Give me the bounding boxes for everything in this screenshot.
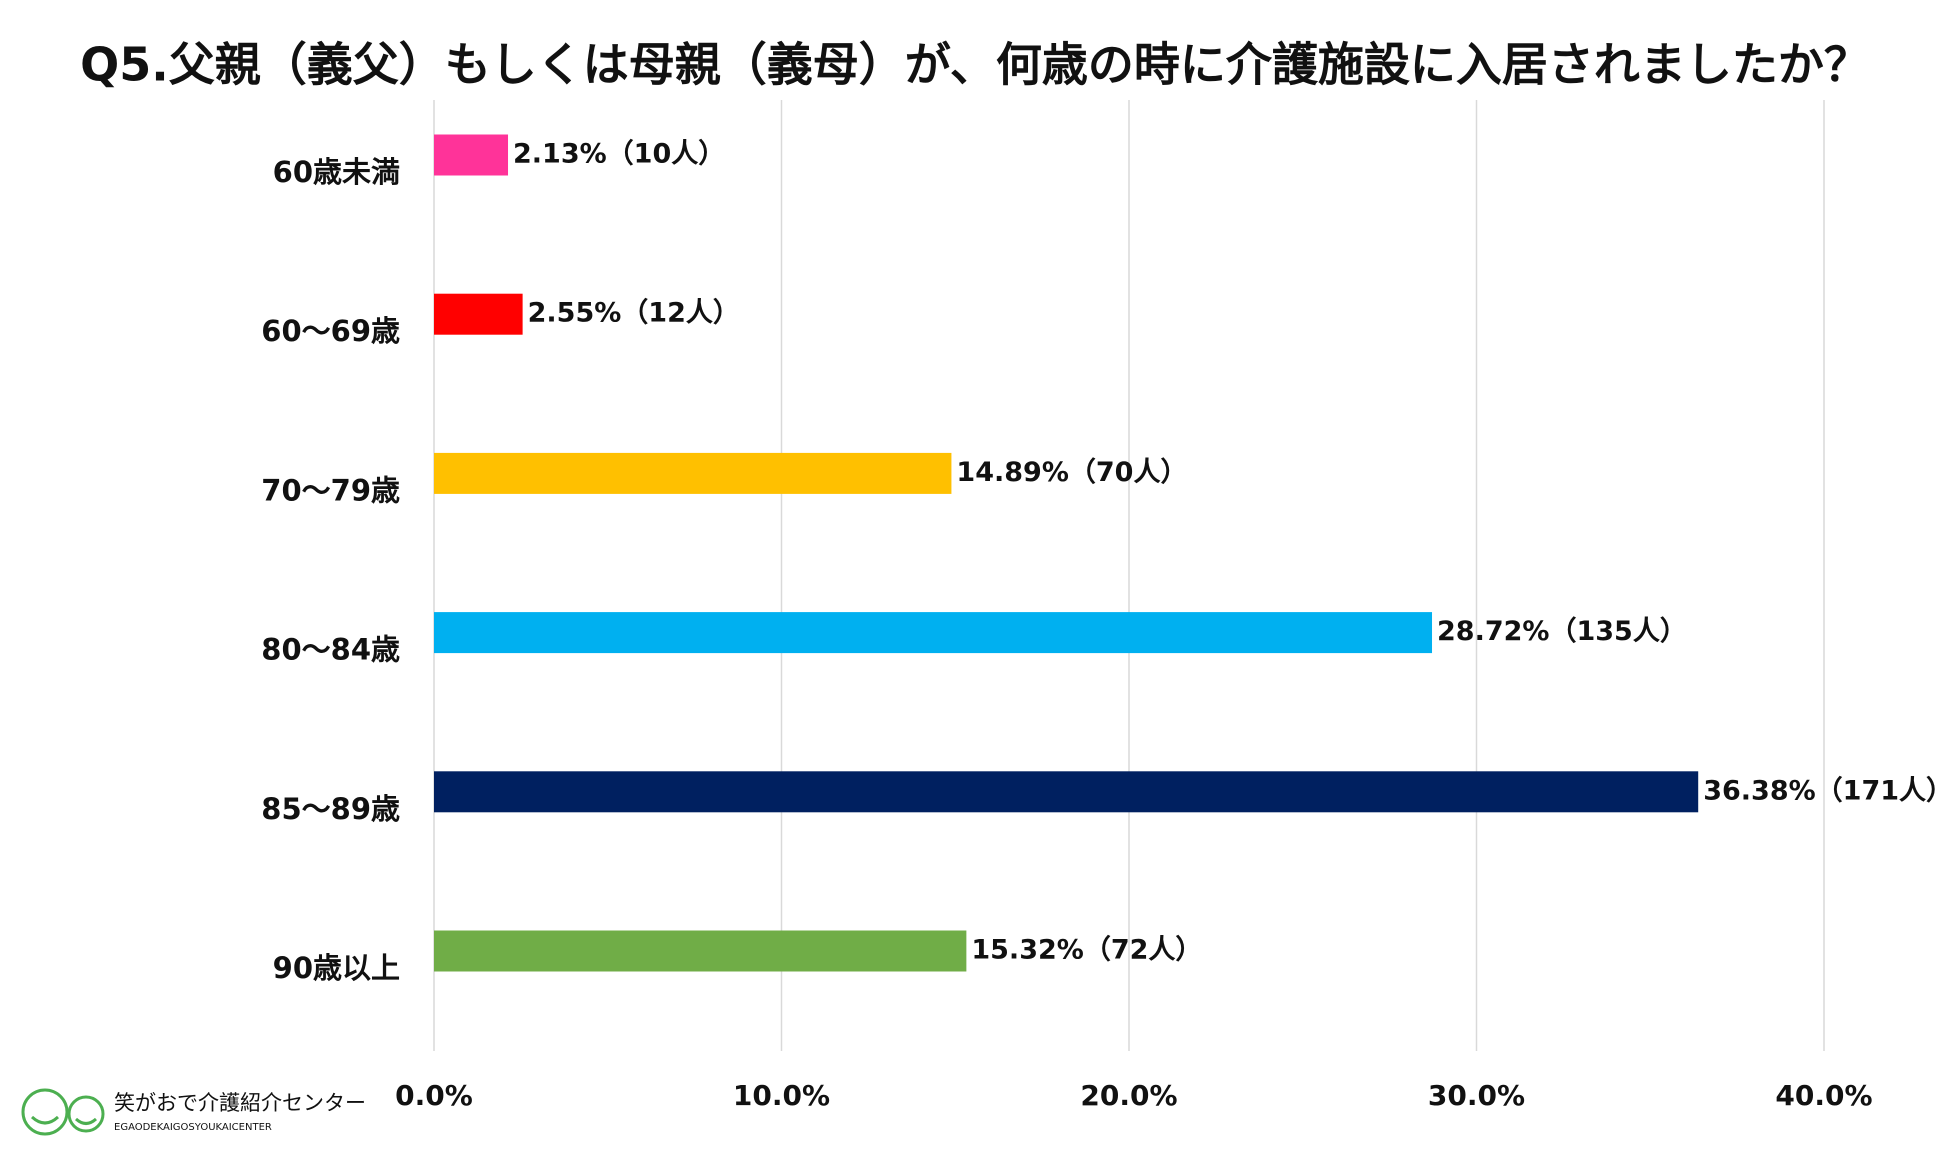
logo-face (67, 1095, 105, 1133)
bar (434, 771, 1699, 813)
logo-smile (30, 1115, 98, 1125)
y-tick-label: 90歳以上 (273, 951, 400, 985)
value-label: 2.13%（10人） (513, 139, 725, 170)
x-tick-label: 0.0% (395, 1079, 473, 1112)
y-tick-label: 70〜79歳 (261, 473, 400, 507)
value-label: 28.72%（135人） (1437, 616, 1687, 647)
bar (434, 134, 509, 176)
logo-roman: EGAODEKAIGOSYOUKAICENTER (114, 1122, 272, 1133)
bar (434, 612, 1433, 654)
value-label: 2.55%（12人） (528, 298, 740, 329)
x-tick-label: 30.0% (1428, 1079, 1525, 1112)
chart-title: Q5.父親（義父）もしくは母親（義母）が、何歳の時に介護施設に入居されましたか？ (80, 38, 1870, 92)
bar (434, 452, 952, 494)
logo: 笑がおで介護紹介センター EGAODEKAIGOSYOUKAICENTER (21, 1088, 366, 1136)
value-label: 15.32%（72人） (971, 935, 1202, 966)
bar (434, 293, 523, 335)
logo-face (21, 1088, 69, 1136)
value-label: 36.38%（171人） (1703, 775, 1950, 806)
y-tick-label: 80〜84歳 (261, 633, 400, 667)
value-label: 14.89%（70人） (956, 457, 1187, 488)
y-tick-label: 85〜89歳 (261, 792, 400, 826)
x-tick-label: 20.0% (1080, 1079, 1177, 1112)
y-tick-label: 60歳未満 (273, 155, 400, 189)
logo-name: 笑がおで介護紹介センター (114, 1091, 366, 1115)
x-tick-label: 40.0% (1775, 1079, 1872, 1112)
x-tick-label: 10.0% (733, 1079, 830, 1112)
bar (434, 930, 967, 972)
y-tick-label: 60〜69歳 (261, 314, 400, 348)
